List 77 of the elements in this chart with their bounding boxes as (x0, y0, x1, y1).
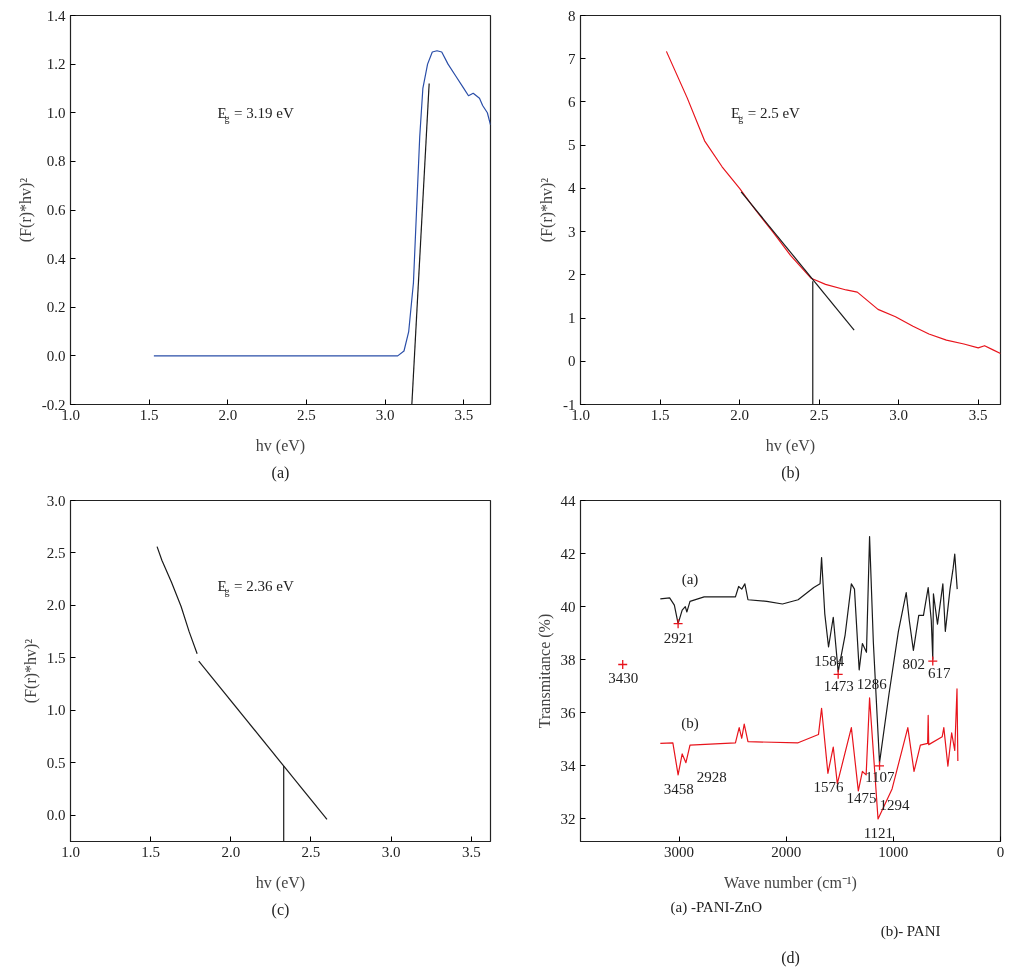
annotation: 1475 (846, 789, 877, 806)
y-tick-label: 0.0 (46, 347, 66, 364)
annotation: 1576 (813, 779, 844, 796)
x-axis-title: hv (eV) (255, 873, 306, 892)
x-tick-label: 1.0 (61, 843, 80, 860)
annotation: 617 (928, 665, 952, 682)
annotation: 3430 (608, 670, 639, 687)
text: (b) (781, 463, 800, 482)
x-tick-label: 2.5 (301, 843, 321, 860)
y-tick-label: 1 (568, 310, 576, 327)
y-tick-label: 0.0 (46, 807, 66, 824)
text: (a) -PANI-ZnO (670, 898, 763, 916)
series-label: (b) (681, 715, 699, 733)
x-axis-title: hv (eV) (255, 436, 306, 455)
x-tick-label: 3.0 (381, 843, 401, 860)
y-tick-label: 0.5 (46, 754, 66, 771)
annotation: 2928 (696, 768, 727, 785)
y-tick-label: 36 (560, 704, 576, 721)
x-tick-label: 3.5 (454, 406, 474, 423)
y-tick-label: 1.0 (46, 702, 66, 719)
text: (d) (781, 948, 800, 967)
x-tick-label: 2.0 (221, 843, 241, 860)
y-tick-label: 0.4 (46, 250, 66, 267)
y-tick-label: 3 (568, 223, 576, 240)
y-tick-label: 0.2 (46, 299, 66, 316)
y-tick-label: 1.2 (46, 56, 66, 73)
x-tick-label: 3.5 (968, 406, 988, 423)
x-axis-title: Wave number (cm⁻¹) (724, 873, 857, 892)
text: (b)- PANI (880, 922, 941, 940)
y-tick-label: 1.0 (46, 104, 66, 121)
x-tick-label: 0 (996, 843, 1005, 860)
y-tick-label: 38 (560, 651, 576, 668)
y-tick-label: 2.0 (46, 597, 66, 614)
y-tick-label: 8 (568, 7, 576, 24)
y-axis-title: (F(r)*hv)² (16, 177, 35, 243)
x-tick-label: 2.5 (809, 406, 829, 423)
y-tick-label: 6 (568, 93, 576, 110)
y-tick-label: 3.0 (46, 492, 66, 509)
x-tick-label: 3000 (664, 843, 695, 860)
x-tick-label: 1000 (878, 843, 909, 860)
annotation: 1121 (863, 824, 894, 841)
series-label: (a) (681, 571, 699, 589)
y-tick-label: 5 (568, 137, 576, 154)
y-tick-label: 34 (560, 757, 576, 774)
x-tick-label: 1.5 (141, 843, 161, 860)
annotation: 3458 (663, 780, 694, 797)
x-axis-title: hv (eV) (765, 436, 816, 455)
x-tick-label: 3.0 (375, 406, 395, 423)
y-tick-label: 0.8 (46, 153, 66, 170)
x-tick-label: 2.0 (730, 406, 749, 423)
y-tick-label: 2 (568, 266, 576, 283)
x-tick-label: 2.5 (297, 406, 316, 423)
annotation: 802 (902, 656, 926, 673)
y-tick-label: 42 (560, 545, 576, 562)
x-tick-label: 2000 (771, 843, 802, 860)
y-axis-title: Transmitance (%) (535, 613, 554, 729)
y-tick-label: 44 (560, 492, 576, 509)
y-tick-label: 4 (568, 180, 576, 197)
y-tick-label: 40 (560, 598, 576, 615)
x-tick-label: 1.5 (139, 406, 159, 423)
y-tick-label: 1.4 (46, 7, 66, 24)
y-tick-label: 0 (568, 353, 576, 370)
y-tick-label: 0.6 (46, 202, 66, 218)
annotation: 2921 (663, 629, 694, 646)
text: (c) (271, 900, 290, 919)
y-axis-title: (F(r)*hv)² (21, 638, 40, 704)
y-tick-label: 32 (560, 810, 576, 827)
text: (a) (271, 463, 290, 482)
x-tick-label: 1.5 (650, 406, 670, 423)
y-tick-label: 2.5 (46, 544, 66, 561)
y-tick-label: 1.5 (46, 649, 66, 666)
annotation: 1473 (823, 677, 854, 694)
y-tick-label: 7 (568, 50, 576, 67)
x-tick-label: 2.0 (218, 406, 238, 423)
x-tick-label: 3.5 (461, 843, 481, 860)
y-axis-title: (F(r)*hv)² (538, 177, 556, 243)
x-tick-label: 3.0 (889, 406, 909, 423)
